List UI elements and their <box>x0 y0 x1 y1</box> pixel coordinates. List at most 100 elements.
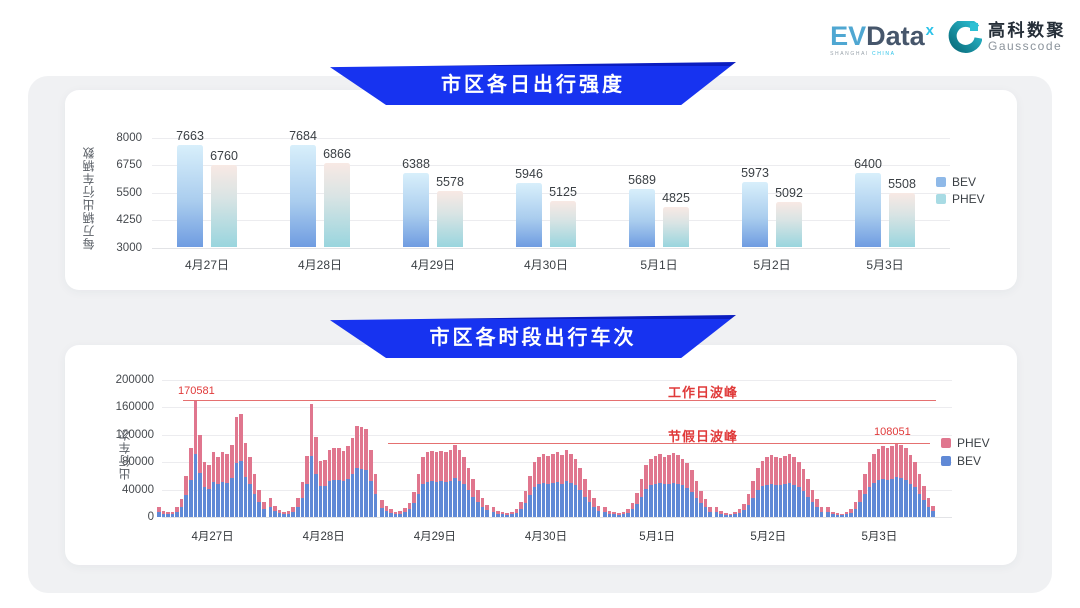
hour-bar[interactable] <box>719 375 724 517</box>
hour-bar[interactable] <box>277 375 282 517</box>
hour-bar[interactable] <box>819 375 824 517</box>
hour-bar[interactable] <box>485 375 489 517</box>
hour-bar[interactable] <box>881 375 885 517</box>
hour-bar[interactable] <box>434 375 439 517</box>
hour-bar[interactable] <box>523 375 528 517</box>
hour-bar[interactable] <box>179 375 184 517</box>
hour-bar[interactable] <box>826 375 831 517</box>
hour-bar[interactable] <box>323 375 327 517</box>
hour-bar[interactable] <box>239 375 243 517</box>
hour-bar[interactable] <box>286 375 291 517</box>
hour-bar[interactable] <box>635 375 639 517</box>
hour-bar[interactable] <box>621 375 626 517</box>
hour-bar[interactable] <box>462 375 466 517</box>
hour-bar[interactable] <box>346 375 350 517</box>
hour-bar[interactable] <box>355 375 359 517</box>
hour-bar[interactable] <box>774 375 778 517</box>
hour-bar[interactable] <box>305 375 309 517</box>
hour-bar[interactable] <box>509 375 514 517</box>
hour-bar[interactable] <box>216 375 220 517</box>
hour-bar[interactable] <box>248 375 252 517</box>
hour-bar[interactable] <box>931 375 935 517</box>
hour-bar[interactable] <box>350 375 355 517</box>
hour-bar[interactable] <box>157 375 161 517</box>
hour-bar[interactable] <box>617 375 621 517</box>
hour-bar[interactable] <box>211 375 216 517</box>
hour-bar[interactable] <box>792 375 797 517</box>
hour-bar[interactable] <box>491 375 496 517</box>
hour-bar[interactable] <box>257 375 261 517</box>
hour-bar[interactable] <box>626 375 630 517</box>
hour-bar[interactable] <box>519 375 523 517</box>
hour-bar[interactable] <box>778 375 783 517</box>
hour-bar[interactable] <box>899 375 904 517</box>
hour-bar[interactable] <box>578 375 582 517</box>
hour-bar[interactable] <box>612 375 616 517</box>
hour-bar[interactable] <box>505 375 509 517</box>
hour-bar[interactable] <box>373 375 378 517</box>
hour-bar[interactable] <box>742 375 746 517</box>
hour-bar[interactable] <box>885 375 890 517</box>
hour-bar[interactable] <box>862 375 867 517</box>
hour-bar[interactable] <box>894 375 899 517</box>
hour-bar[interactable] <box>703 375 708 517</box>
hour-bar[interactable] <box>908 375 913 517</box>
hour-bar[interactable] <box>332 375 337 517</box>
hour-bar[interactable] <box>230 375 234 517</box>
hour-bar[interactable] <box>407 375 412 517</box>
legend-item-phev[interactable]: PHEV <box>936 192 985 206</box>
hour-bar[interactable] <box>890 375 894 517</box>
hour-bar[interactable] <box>815 375 819 517</box>
hour-bar[interactable] <box>582 375 587 517</box>
hour-bar[interactable] <box>402 375 407 517</box>
hour-bar[interactable] <box>835 375 840 517</box>
hour-bar[interactable] <box>676 375 680 517</box>
hour-bar[interactable] <box>671 375 676 517</box>
hour-bar[interactable] <box>314 375 318 517</box>
hour-bar[interactable] <box>398 375 402 517</box>
hour-bar[interactable] <box>318 375 323 517</box>
hour-bar[interactable] <box>500 375 505 517</box>
hour-bar[interactable] <box>207 375 211 517</box>
hour-bar[interactable] <box>243 375 248 517</box>
hour-bar[interactable] <box>840 375 844 517</box>
hour-bar[interactable] <box>737 375 742 517</box>
hour-bar[interactable] <box>724 375 728 517</box>
hour-bar[interactable] <box>560 375 564 517</box>
hour-bar[interactable] <box>514 375 519 517</box>
hour-bar[interactable] <box>341 375 346 517</box>
hour-bar[interactable] <box>699 375 703 517</box>
hour-bar[interactable] <box>268 375 273 517</box>
hour-bar[interactable] <box>161 375 166 517</box>
hour-bar[interactable] <box>685 375 689 517</box>
hour-bar[interactable] <box>797 375 801 517</box>
hour-bar[interactable] <box>309 375 314 517</box>
hour-bar[interactable] <box>760 375 765 517</box>
hour-bar[interactable] <box>653 375 658 517</box>
hour-bar[interactable] <box>801 375 806 517</box>
legend-item-phev[interactable]: PHEV <box>941 436 990 450</box>
hour-bar[interactable] <box>416 375 421 517</box>
hour-bar[interactable] <box>327 375 332 517</box>
hour-bar[interactable] <box>872 375 876 517</box>
hour-bar[interactable] <box>421 375 425 517</box>
hour-bar[interactable] <box>425 375 430 517</box>
hour-bar[interactable] <box>528 375 532 517</box>
hour-bar[interactable] <box>273 375 277 517</box>
hour-bar[interactable] <box>662 375 667 517</box>
hour-bar[interactable] <box>913 375 917 517</box>
hour-bar[interactable] <box>592 375 596 517</box>
hour-bar[interactable] <box>810 375 815 517</box>
hour-bar[interactable] <box>746 375 751 517</box>
hour-bar[interactable] <box>412 375 416 517</box>
hour-bar[interactable] <box>471 375 475 517</box>
hour-bar[interactable] <box>648 375 653 517</box>
hour-bar[interactable] <box>300 375 305 517</box>
hour-bar[interactable] <box>783 375 787 517</box>
hour-bar[interactable] <box>234 375 239 517</box>
hour-bar[interactable] <box>569 375 573 517</box>
hour-bar[interactable] <box>551 375 555 517</box>
hour-bar[interactable] <box>751 375 755 517</box>
hour-bar[interactable] <box>755 375 760 517</box>
hour-bar[interactable] <box>858 375 862 517</box>
